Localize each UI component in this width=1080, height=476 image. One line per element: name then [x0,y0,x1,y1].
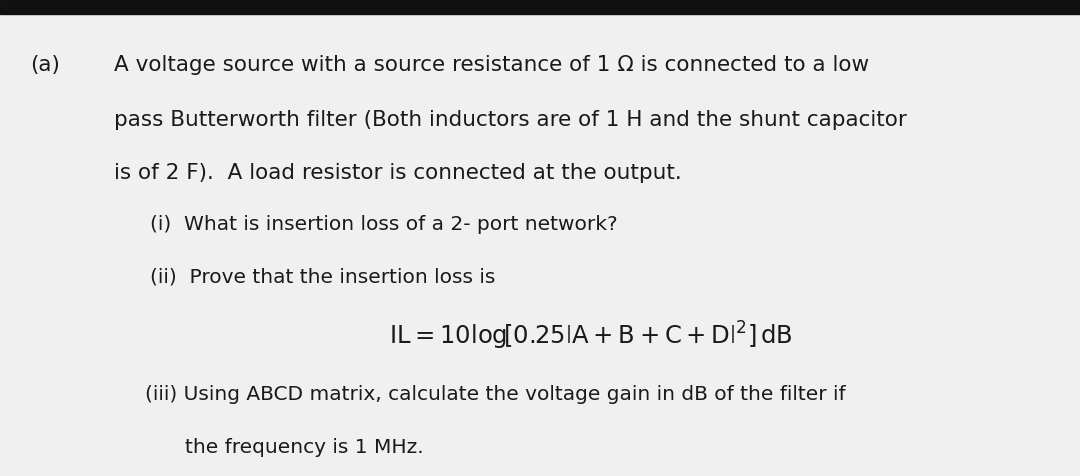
Text: pass Butterworth filter (Both inductors are of 1 H and the shunt capacitor: pass Butterworth filter (Both inductors … [114,110,907,130]
Text: the frequency is 1 MHz.: the frequency is 1 MHz. [185,438,423,457]
Text: $\mathrm{IL = 10log\!\left[0.25\left|A+B+C+D\right|^{2}\right]\,dB}$: $\mathrm{IL = 10log\!\left[0.25\left|A+B… [389,319,793,352]
Text: is of 2 F).  A load resistor is connected at the output.: is of 2 F). A load resistor is connected… [114,163,683,183]
Text: (a): (a) [30,55,60,75]
Text: (ii)  Prove that the insertion loss is: (ii) Prove that the insertion loss is [150,268,496,287]
Text: (iii) Using ABCD matrix, calculate the voltage gain in dB of the filter if: (iii) Using ABCD matrix, calculate the v… [145,385,846,404]
Bar [0,0,1080,14]
Text: (i)  What is insertion loss of a 2- port network?: (i) What is insertion loss of a 2- port … [150,215,618,234]
Text: A voltage source with a source resistance of 1 Ω is connected to a low: A voltage source with a source resistanc… [114,55,869,75]
